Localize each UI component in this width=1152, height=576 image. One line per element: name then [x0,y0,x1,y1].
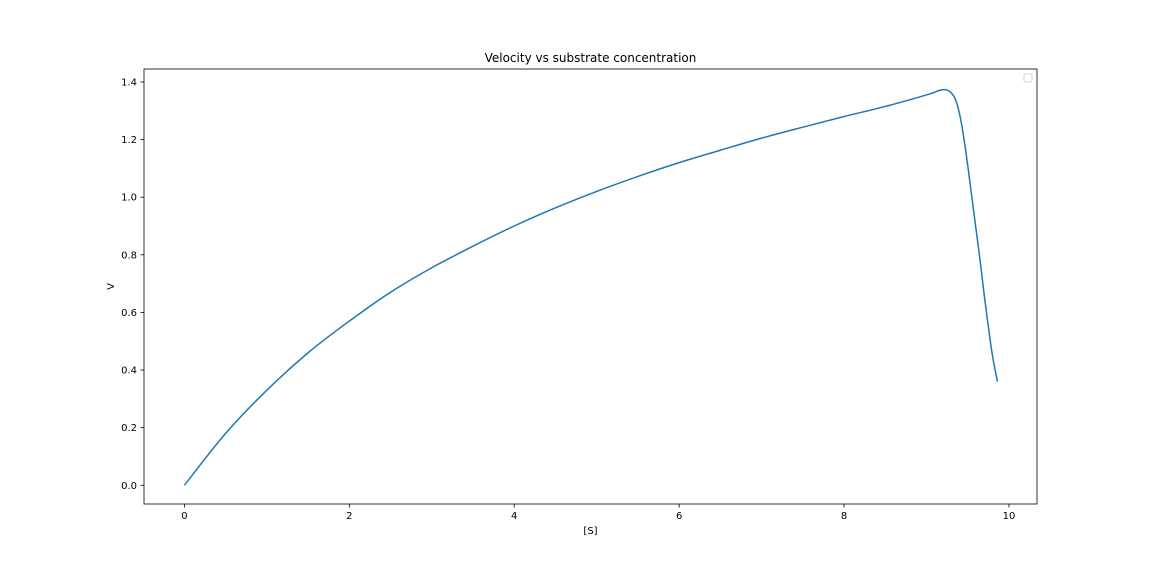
y-tick-label: 0.8 [121,250,137,261]
y-tick-label: 0.6 [121,308,137,319]
chart-title: Velocity vs substrate concentration [485,51,697,65]
y-tick-label: 1.2 [121,135,137,146]
plot-area [183,88,999,486]
x-tick-label: 4 [511,511,517,522]
series-line-0 [183,88,999,486]
y-axis-label: V [106,283,117,290]
y-tick-label: 1.4 [121,77,137,88]
y-tick-label: 0.4 [121,366,137,377]
x-tick-label: 0 [181,511,187,522]
x-axis: 0 2 4 6 8 10 [181,504,1015,522]
x-tick-label: 10 [1003,511,1016,522]
x-tick-label: 6 [676,511,682,522]
y-tick-label: 0.2 [121,423,137,434]
y-axis: 0.0 0.2 0.4 0.6 0.8 1.0 1.2 1.4 [121,77,144,492]
y-tick-label: 0.0 [121,481,137,492]
legend-box [1023,73,1033,83]
plot-frame [143,68,1038,505]
x-tick-label: 2 [346,511,352,522]
x-tick-label: 8 [841,511,847,522]
y-tick-label: 1.0 [121,193,137,204]
x-axis-label: [S] [583,526,597,537]
